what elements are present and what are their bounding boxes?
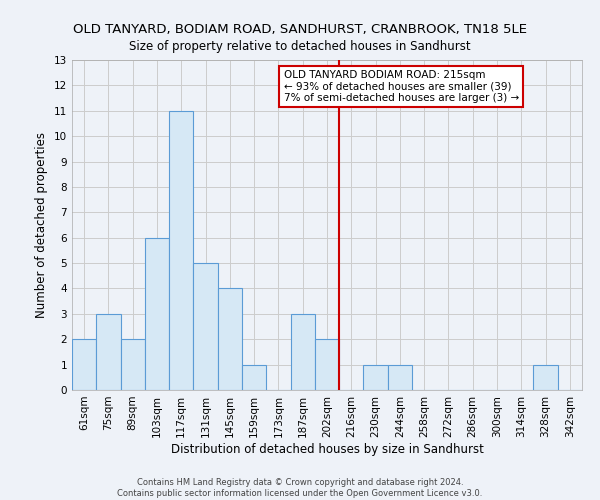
X-axis label: Distribution of detached houses by size in Sandhurst: Distribution of detached houses by size …: [170, 442, 484, 456]
Text: Size of property relative to detached houses in Sandhurst: Size of property relative to detached ho…: [129, 40, 471, 53]
Bar: [290, 314, 315, 390]
Text: OLD TANYARD, BODIAM ROAD, SANDHURST, CRANBROOK, TN18 5LE: OLD TANYARD, BODIAM ROAD, SANDHURST, CRA…: [73, 22, 527, 36]
Bar: [218, 288, 242, 390]
Bar: [388, 364, 412, 390]
Bar: [315, 339, 339, 390]
Bar: [364, 364, 388, 390]
Bar: [96, 314, 121, 390]
Bar: [169, 111, 193, 390]
Bar: [121, 339, 145, 390]
Y-axis label: Number of detached properties: Number of detached properties: [35, 132, 49, 318]
Text: OLD TANYARD BODIAM ROAD: 215sqm
← 93% of detached houses are smaller (39)
7% of : OLD TANYARD BODIAM ROAD: 215sqm ← 93% of…: [284, 70, 519, 103]
Bar: [193, 263, 218, 390]
Text: Contains HM Land Registry data © Crown copyright and database right 2024.
Contai: Contains HM Land Registry data © Crown c…: [118, 478, 482, 498]
Bar: [242, 364, 266, 390]
Bar: [72, 339, 96, 390]
Bar: [145, 238, 169, 390]
Bar: [533, 364, 558, 390]
